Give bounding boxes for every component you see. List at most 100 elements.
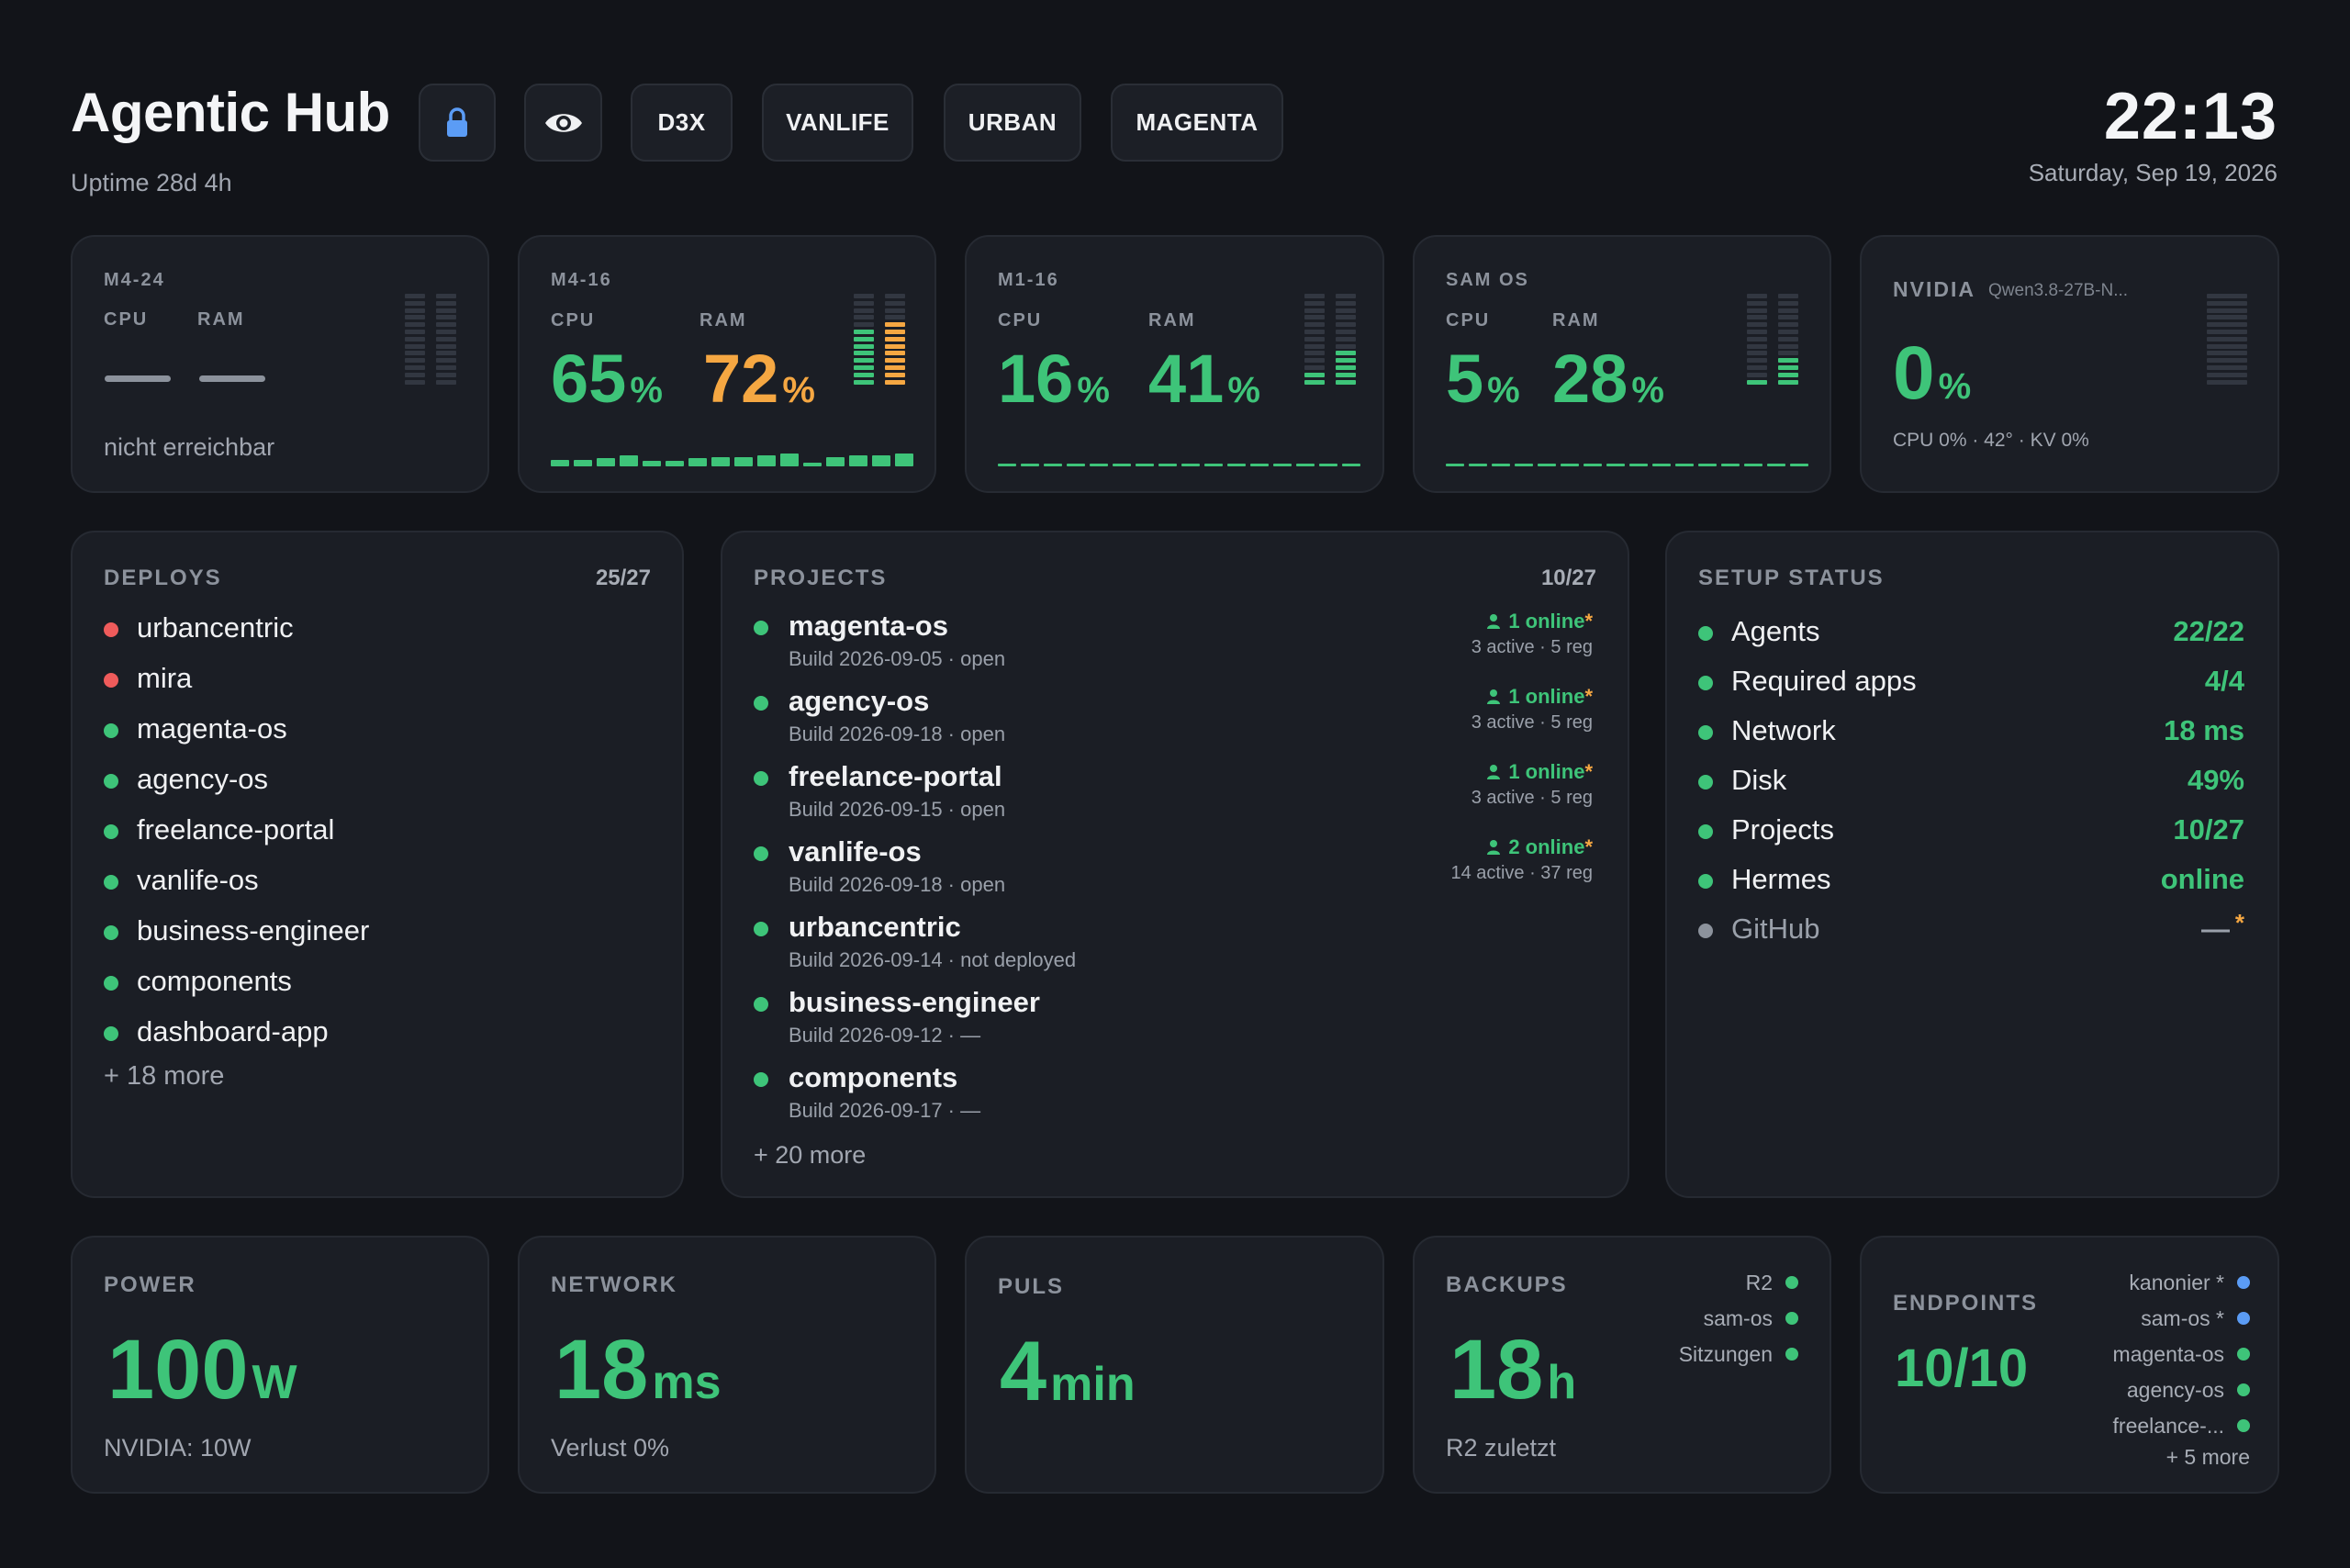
setup-item-label: Required apps — [1731, 665, 1917, 697]
status-dot — [1785, 1276, 1798, 1289]
project-build: Build 2026-09-15 · open — [789, 798, 1006, 821]
meter-cell — [854, 294, 874, 298]
sparkline-bar — [1342, 464, 1360, 466]
meter-cell — [1747, 358, 1767, 364]
status-dot — [754, 621, 768, 635]
eye-icon — [544, 113, 582, 132]
meter-cell — [1336, 358, 1356, 364]
asterisk-mark: * — [1584, 835, 1593, 858]
machine-card-m1-16[interactable]: CPU M1-16 RAM 16% 41% — [965, 235, 1384, 493]
endpoint-label[interactable]: freelance-... — [2112, 1414, 2224, 1438]
meter-cell — [1778, 308, 1798, 313]
sparkline-bar — [1250, 464, 1269, 466]
meter-cell — [1778, 336, 1798, 342]
sparkline-bar — [666, 461, 684, 466]
workspace-button-magenta[interactable]: MAGENTA — [1111, 84, 1283, 162]
meter-cell — [436, 365, 456, 370]
endpoints-more-link[interactable]: + 5 more — [2165, 1445, 2250, 1469]
project-name[interactable]: components — [789, 1061, 958, 1093]
deploy-item[interactable]: business-engineer — [137, 914, 370, 946]
gpu-card-nvidia[interactable]: NVIDIA Qwen3.8-27B-N... 0% CPU 0% · 42° … — [1860, 235, 2279, 493]
endpoint-label[interactable]: magenta-os — [2112, 1342, 2224, 1366]
sparkline-bar — [1136, 464, 1154, 466]
project-online: 1 online* — [1486, 685, 1593, 709]
sparkline-bar — [757, 455, 776, 466]
deploy-item[interactable]: urbancentric — [137, 611, 294, 644]
sparkline-bar — [1469, 464, 1487, 466]
sparkline-bar — [1319, 464, 1337, 466]
puls-title: PULS — [998, 1274, 1065, 1299]
meter-cell — [2207, 379, 2247, 385]
project-name[interactable]: urbancentric — [789, 911, 961, 943]
projects-count: 10/27 — [1540, 566, 1596, 590]
project-build: Build 2026-09-05 · open — [789, 647, 1006, 670]
visibility-button[interactable] — [524, 84, 602, 162]
gpu-model: Qwen3.8-27B-N... — [1988, 281, 2129, 300]
project-name[interactable]: vanlife-os — [789, 835, 922, 868]
status-dot — [754, 771, 768, 786]
project-stats: 3 active · 5 reg — [1471, 712, 1593, 733]
puls-value: 4min — [1000, 1325, 1136, 1418]
machine-card-m4-16[interactable]: M4-16 CPU RAM 65% 72% — [518, 235, 936, 493]
meter-cell — [405, 351, 425, 356]
projects-panel: PROJECTS 10/27 magenta-os Build 2026-09-0… — [721, 531, 1629, 1198]
endpoint-label[interactable]: agency-os — [2126, 1378, 2224, 1402]
deploy-item[interactable]: dashboard-app — [137, 1015, 329, 1047]
sparkline-bar — [895, 454, 913, 466]
status-dot — [104, 774, 118, 789]
deploy-item[interactable]: agency-os — [137, 763, 269, 795]
deploys-more-link[interactable]: + 18 more — [104, 1061, 225, 1091]
machine-name: M4-16 — [551, 270, 612, 290]
meter-cell — [1747, 300, 1767, 306]
workspace-button-vanlife[interactable]: VANLIFE — [762, 84, 913, 162]
meter-cell — [1336, 294, 1356, 298]
status-dot — [754, 846, 768, 861]
meter-cell — [1778, 315, 1798, 320]
ram-label: RAM — [1148, 310, 1196, 330]
deploy-item[interactable]: components — [137, 965, 292, 997]
project-online: 2 online* — [1486, 835, 1593, 859]
endpoint-label[interactable]: sam-os * — [2141, 1306, 2224, 1330]
deploy-item[interactable]: vanlife-os — [137, 864, 259, 896]
meter-cell — [405, 294, 425, 298]
project-name[interactable]: agency-os — [789, 685, 930, 717]
backup-target-label: Sitzungen — [1678, 1342, 1773, 1366]
meter-cell — [405, 322, 425, 328]
projects-more-link[interactable]: + 20 more — [754, 1141, 867, 1169]
project-name[interactable]: business-engineer — [789, 986, 1040, 1018]
ram-label: RAM — [699, 310, 747, 330]
meter-cell — [1336, 308, 1356, 313]
sparkline-bar — [1296, 464, 1315, 466]
meter-cell — [1747, 372, 1767, 377]
deploy-item[interactable]: freelance-portal — [137, 813, 335, 846]
deploy-item[interactable]: mira — [137, 662, 193, 694]
cpu-label: CPU — [1446, 310, 1491, 330]
workspace-button-urban[interactable]: URBAN — [944, 84, 1081, 162]
status-dot — [2237, 1383, 2250, 1396]
meter-cell — [2207, 315, 2247, 320]
user-icon — [1487, 840, 1501, 855]
meter-cell — [885, 322, 905, 328]
status-dot — [104, 1026, 118, 1041]
workspace-button-d3x[interactable]: D3X — [631, 84, 733, 162]
lock-button[interactable] — [419, 84, 496, 162]
sparkline-bar — [1227, 464, 1246, 466]
project-name[interactable]: magenta-os — [789, 610, 948, 642]
asterisk-mark: * — [1584, 685, 1593, 708]
meter-cell — [1778, 322, 1798, 328]
machine-card-sam-os[interactable]: SAM OS CPU RAM 5% 28% — [1413, 235, 1831, 493]
gpu-details: CPU 0% · 42° · KV 0% — [1893, 430, 2089, 451]
deploy-item[interactable]: magenta-os — [137, 712, 287, 745]
sparkline-bar — [574, 460, 592, 466]
sparkline-bar — [1675, 464, 1694, 466]
meter-cell — [436, 351, 456, 356]
meter-cell — [854, 322, 874, 328]
machine-card-m4-24[interactable]: M4-24 CPU RAM nicht erreichbar — [71, 235, 489, 493]
meter-cell — [436, 322, 456, 328]
status-dot — [104, 723, 118, 738]
network-title: NETWORK — [551, 1272, 677, 1297]
project-name[interactable]: freelance-portal — [789, 760, 1002, 792]
meter-cell — [854, 300, 874, 306]
endpoint-label[interactable]: kanonier * — [2129, 1271, 2224, 1294]
deploys-count: 25/27 — [595, 566, 651, 590]
